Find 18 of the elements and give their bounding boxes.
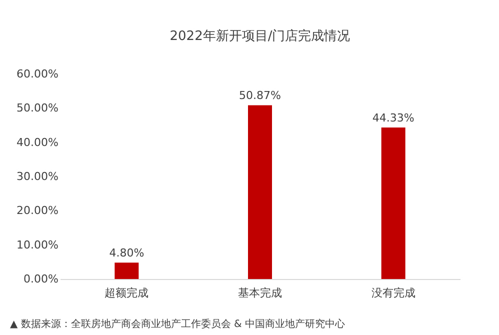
data-label: 44.33% bbox=[372, 112, 414, 125]
x-tick-label: 基本完成 bbox=[238, 286, 282, 300]
text: ▲ 数据来源：全联房地产商会商业地产工作委员会 & 中国商业地产研究中心 bbox=[10, 318, 346, 330]
chart-title: 2022年新开项目/门店完成情况 bbox=[170, 28, 350, 44]
x-tick-label: 没有完成 bbox=[371, 286, 416, 300]
data-label: 4.80% bbox=[109, 246, 144, 260]
y-tick-label: 50.00% bbox=[16, 102, 58, 115]
x-tick-label: 超额完成 bbox=[104, 286, 149, 300]
y-tick-label: 40.00% bbox=[16, 136, 58, 149]
y-tick-label: 30.00% bbox=[16, 170, 58, 183]
bar bbox=[248, 105, 272, 279]
y-tick-label: 60.00% bbox=[16, 68, 58, 80]
y-tick-label: 20.00% bbox=[16, 204, 58, 218]
bar bbox=[114, 262, 139, 279]
y-tick-label: 0.00% bbox=[24, 272, 58, 286]
data-label: 50.87% bbox=[239, 89, 281, 102]
y-tick-label: 10.00% bbox=[16, 238, 58, 252]
bar bbox=[381, 128, 406, 279]
